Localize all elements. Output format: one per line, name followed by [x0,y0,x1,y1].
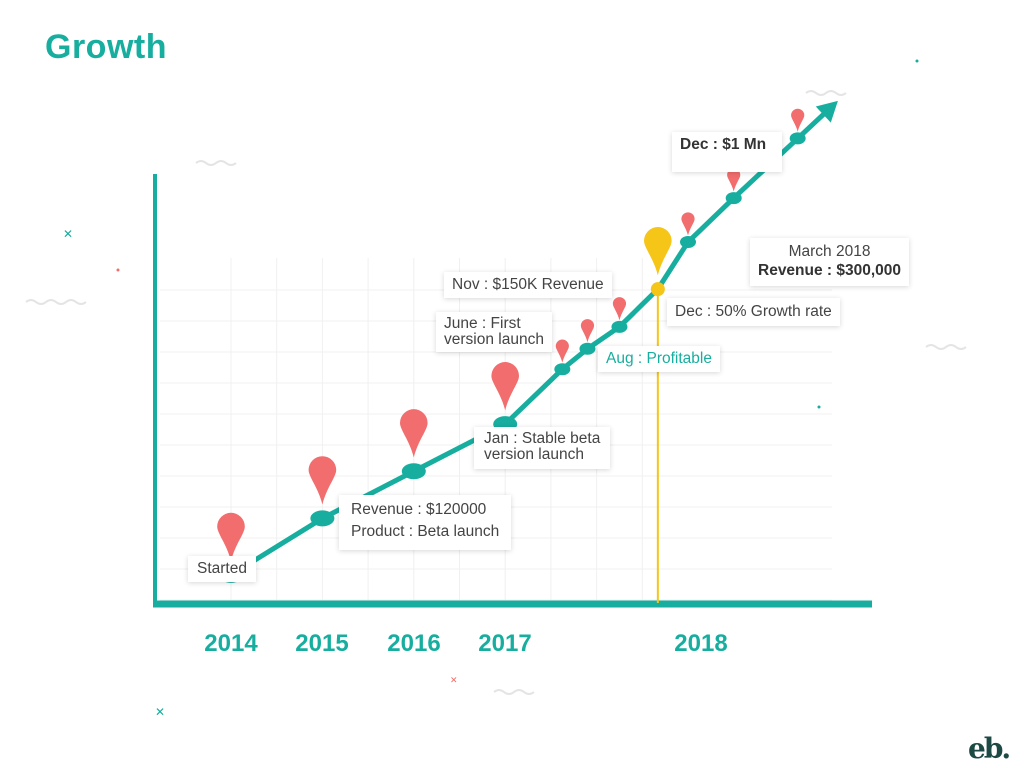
x-tick-2017: 2017 [478,630,532,657]
callout-started-text: Started [197,560,247,577]
callout-aug: Aug : Profitable [598,346,720,372]
page-title: Growth [45,28,167,66]
callout-started: Started [188,556,256,582]
pin-marker-icon [644,227,672,276]
pin-marker-icon [217,512,245,562]
callout-june: June : First version launch [436,312,552,352]
cross-decoration: ✕ [450,675,458,685]
pin-marker-icon [308,456,337,505]
data-point [789,132,806,145]
pin-marker-icon [555,339,569,363]
callout-jan-2017: Jan : Stable beta version launch [474,427,611,469]
data-point [310,510,335,527]
x-tick-2018: 2018 [674,630,728,657]
data-point [725,192,742,205]
eb-logo: eb. [968,732,1011,765]
cross-decoration: ✕ [155,705,166,719]
pin-marker-icon [681,212,695,236]
data-point [554,363,571,376]
callout-march-revenue: Revenue : $300,000 [758,261,902,279]
callout-aug-text: Aug : Profitable [606,350,712,367]
callout-march-line: March 2018 Revenue : $300,000 [758,243,901,279]
pin-marker-icon [400,409,428,458]
pin-marker-icon [491,362,519,411]
data-point [650,282,665,297]
growth-line [229,109,828,578]
pin-marker-icon [612,297,627,321]
pin-marker-icon [727,168,741,192]
cross-decoration: ✕ [63,227,74,241]
data-point [611,320,628,333]
callout-dec-growth-text: Dec : 50% Growth rate [675,303,832,320]
callout-2015: Revenue : $120000 Product : Beta launch [339,495,512,550]
pin-marker-icon [580,319,595,343]
x-tick-2016: 2016 [387,630,441,657]
callout-1mn-text: Dec : $1 Mn [680,136,767,153]
arrow-head [815,100,838,123]
callout-march-2018: March 2018 Revenue : $300,000 [750,238,910,287]
callout-jan-text: Jan : Stable beta version launch [484,430,601,463]
callout-june-text: June : First version launch [444,315,544,348]
x-tick-2015: 2015 [295,630,349,657]
callout-march-title: March 2018 [788,243,871,260]
callout-nov-text: Nov : $150K Revenue [452,276,604,293]
callout-1mn: Dec : $1 Mn [672,132,782,172]
data-point [401,463,426,480]
callout-2015-text: Revenue : $120000 Product : Beta launch [351,501,500,541]
data-point [579,342,596,355]
x-tick-2014: 2014 [204,630,258,657]
callout-dec-growth: Dec : 50% Growth rate [667,298,840,326]
callout-nov: Nov : $150K Revenue [444,272,612,298]
pin-marker-icon [791,108,805,132]
data-point [680,236,696,249]
